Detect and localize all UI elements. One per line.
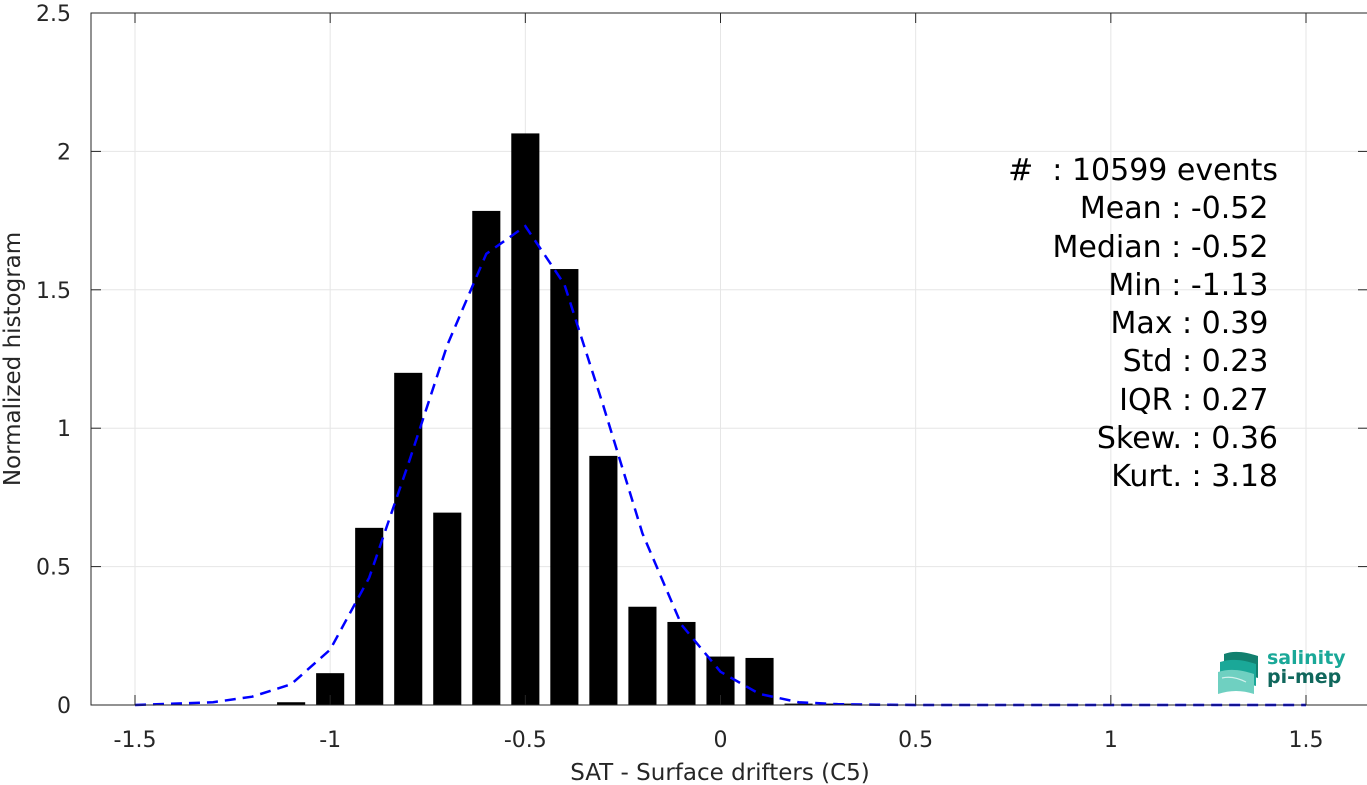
y-tick-label: 0	[57, 694, 71, 719]
logo-line1: salinity	[1267, 647, 1346, 669]
y-tick-label: 1.5	[36, 279, 71, 304]
x-tick-label: 1.5	[1289, 728, 1324, 753]
y-tick-label: 2.5	[36, 2, 71, 27]
y-tick-label: 0.5	[36, 556, 71, 581]
plot-frame	[90, 12, 1367, 706]
histogram-bar	[433, 512, 462, 705]
x-tick-label: -0.5	[504, 728, 547, 753]
stat-mean: Mean : -0.52	[1079, 191, 1278, 227]
histogram-bar	[394, 372, 423, 705]
stat-std: Std : 0.23	[1122, 344, 1278, 380]
statistics-annotation: # : 10599 events Mean : -0.52 Median : -…	[900, 152, 1278, 497]
histogram-bar	[355, 527, 384, 705]
x-tick-label: -1.5	[114, 728, 157, 753]
histogram-bar	[511, 133, 540, 705]
stat-iqr: IQR : 0.27	[1119, 382, 1278, 418]
logo-text: salinity pi-mep	[1267, 649, 1346, 687]
histogram-bar	[745, 657, 774, 705]
histogram-bars	[277, 133, 852, 706]
axis-ticks	[91, 12, 1367, 706]
x-tick-label: 1	[1104, 728, 1118, 753]
waves-icon	[1218, 651, 1258, 694]
histogram-bar	[628, 606, 657, 705]
stat-kurt: Kurt. : 3.18	[1111, 459, 1278, 495]
stat-max: Max : 0.39	[1110, 306, 1278, 342]
stat-events: # : 10599 events	[1008, 153, 1278, 188]
salinity-pi-mep-logo: salinity pi-mep	[1216, 646, 1346, 696]
x-tick-label: 0.5	[898, 728, 933, 753]
x-tick-label: -1	[319, 728, 341, 753]
stat-skew: Skew. : 0.36	[1096, 421, 1278, 457]
histogram-bar	[472, 210, 501, 706]
logo-line2: pi-mep	[1267, 666, 1342, 688]
histogram-bar	[550, 269, 579, 705]
stat-min: Min : -1.13	[1108, 267, 1278, 303]
x-axis-label: SAT - Surface drifters (C5)	[570, 760, 870, 785]
tick-labels: -1.5 -1 -0.5 0 0.5 1 1.5 0 0.5 1 1.5 2 2.5	[36, 2, 1324, 753]
y-axis-label: Normalized histogram	[0, 232, 26, 486]
histogram-bar	[667, 621, 696, 705]
histogram-bar	[277, 702, 306, 705]
stat-median: Median : -0.52	[1052, 229, 1278, 265]
histogram-bar	[589, 455, 618, 705]
x-tick-label: 0	[714, 728, 728, 753]
y-tick-label: 1	[57, 417, 71, 442]
histogram-bar	[784, 703, 813, 705]
y-tick-label: 2	[57, 140, 71, 165]
